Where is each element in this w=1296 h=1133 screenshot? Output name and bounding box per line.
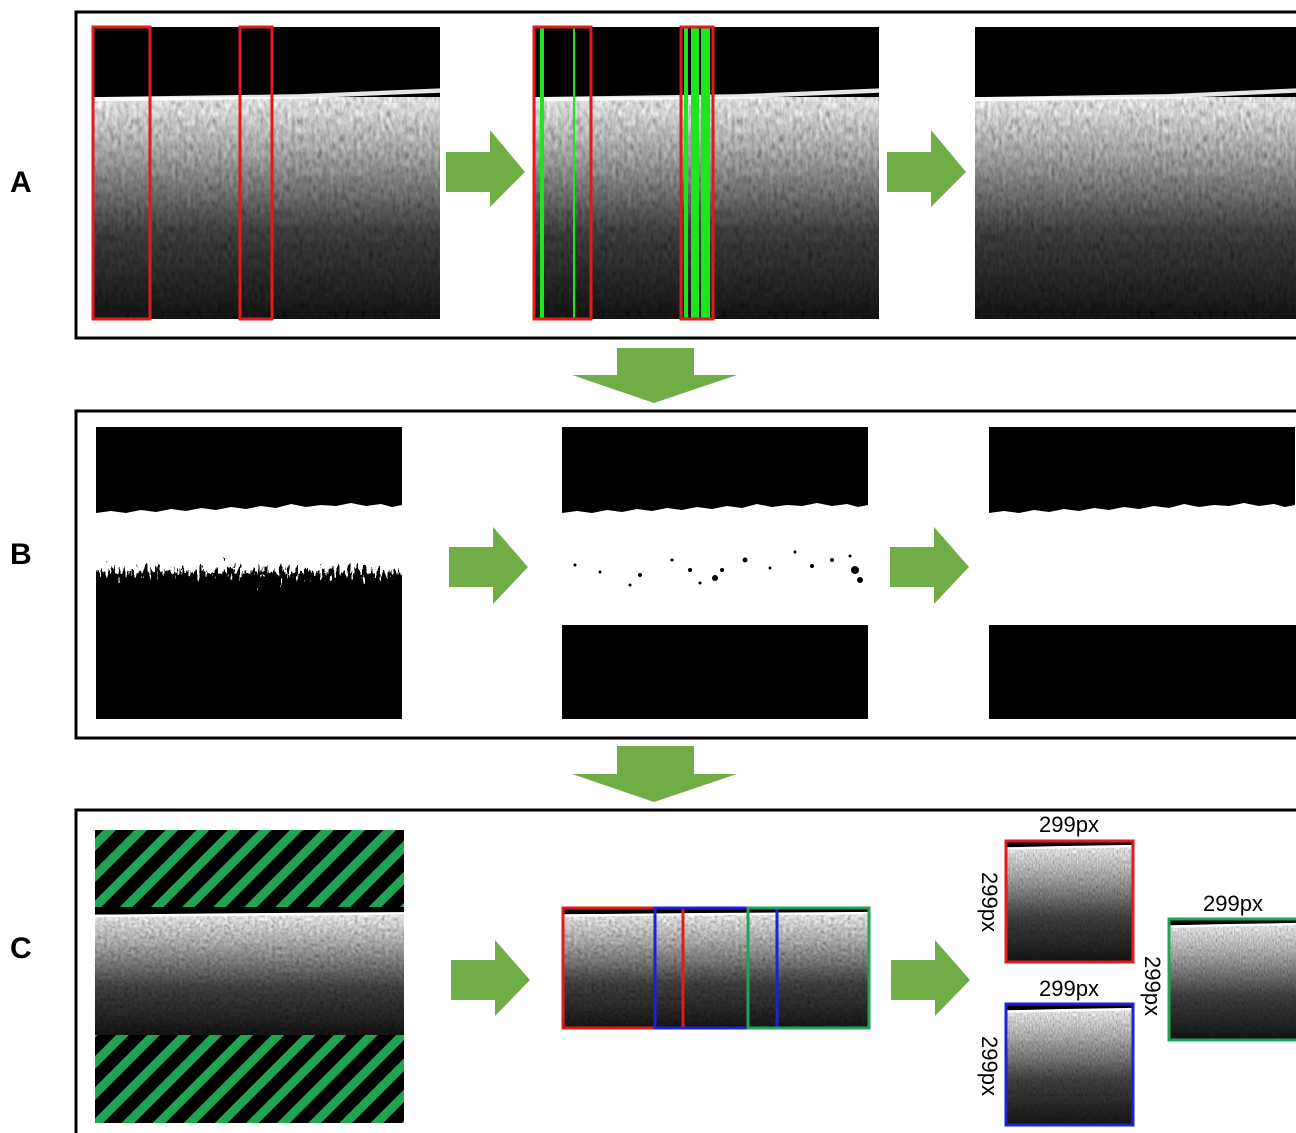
oct-image <box>95 907 404 1035</box>
hatched-region <box>95 1035 404 1123</box>
height-label: 299px <box>977 872 1002 932</box>
figure: A B C <box>0 0 1296 1133</box>
crop-image <box>1005 840 1133 963</box>
oct-image <box>562 907 870 1029</box>
crop-image <box>1168 918 1296 1041</box>
binary-image <box>989 427 1296 719</box>
panel-label: B <box>10 538 32 571</box>
height-label: 299px <box>1140 956 1165 1016</box>
crop-image <box>1005 1003 1133 1126</box>
panel-label: C <box>10 932 32 965</box>
page: {"panels": [{"label": "A"}, {"label": "B… <box>0 0 1296 1133</box>
panel-label: A <box>10 166 32 199</box>
width-label: 299px <box>1039 812 1099 837</box>
hatched-region <box>95 830 404 907</box>
height-label: 299px <box>977 1036 1002 1096</box>
width-label: 299px <box>1203 891 1263 916</box>
oct-image <box>92 27 440 319</box>
binary-image <box>562 427 868 719</box>
width-label: 299px <box>1039 976 1099 1001</box>
oct-image <box>975 27 1296 319</box>
binary-image <box>96 427 402 719</box>
